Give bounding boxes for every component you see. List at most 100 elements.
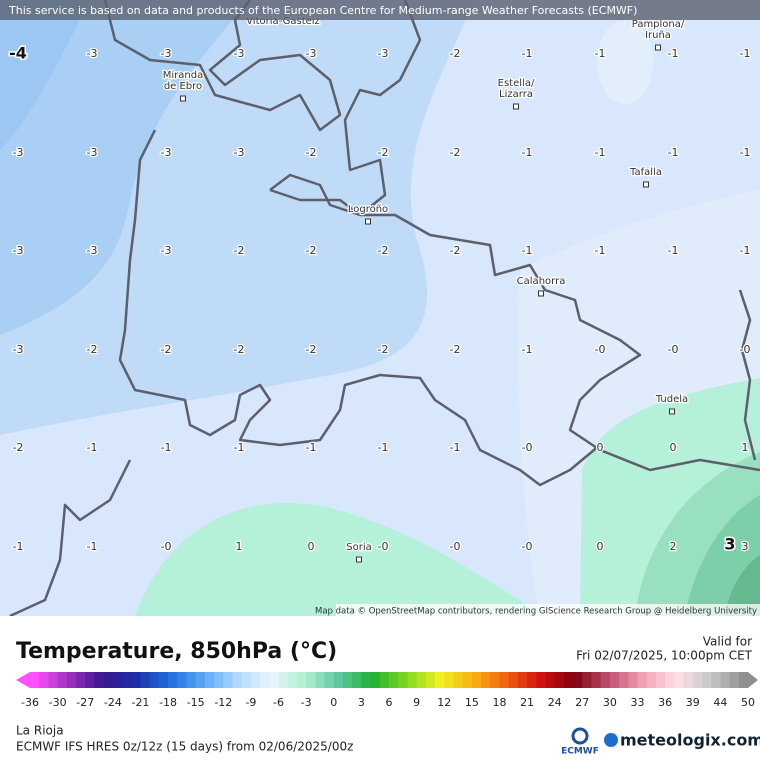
grid-value: -0 xyxy=(161,540,172,553)
grid-value: -0 xyxy=(522,441,533,454)
grid-value: -1 xyxy=(595,146,606,159)
border xyxy=(738,289,757,461)
grid-value: -0 xyxy=(450,540,461,553)
place-label: Calahorra xyxy=(517,276,566,287)
colorbar-segment xyxy=(563,672,574,688)
colorbar-segment xyxy=(720,672,731,688)
colorbar-segment xyxy=(278,672,289,688)
colorbar-segment xyxy=(490,672,500,688)
grid-value: -3 xyxy=(378,47,389,60)
ecmwf-icon xyxy=(571,727,589,745)
colorbar-segment xyxy=(517,672,528,688)
grid-value: -1 xyxy=(522,47,533,60)
colorbar-segment xyxy=(232,672,243,688)
colorbar-segment xyxy=(416,672,427,688)
grid-value: -2 xyxy=(450,244,461,257)
colorbar-segment xyxy=(462,672,473,688)
place-label: Pamplona/ xyxy=(632,19,685,30)
place-label: Tudela xyxy=(655,394,688,405)
grid-value: -1 xyxy=(522,244,533,257)
colorbar-segment xyxy=(149,672,160,688)
colorbar-tick: 18 xyxy=(492,696,506,709)
colorbar-segment xyxy=(287,672,298,688)
grid-value: -2 xyxy=(378,146,389,159)
colorbar-tick: 9 xyxy=(413,696,420,709)
colorbar-tick: -3 xyxy=(301,696,312,709)
grid-value: -1 xyxy=(522,146,533,159)
colorbar-segment xyxy=(223,672,234,688)
colorbar-tick: -12 xyxy=(214,696,232,709)
colorbar-segment xyxy=(389,672,399,688)
grid-value: -3 xyxy=(161,146,172,159)
region: La Rioja xyxy=(16,724,64,738)
colorbar-segment xyxy=(85,672,95,688)
colorbar-segment xyxy=(573,672,583,688)
grid-value: -1 xyxy=(740,146,751,159)
colorbar-tick: -24 xyxy=(104,696,122,709)
colorbar-segment xyxy=(711,672,721,688)
grid-value: -2 xyxy=(161,343,172,356)
colorbar-segment xyxy=(471,672,482,688)
colorbar-segment xyxy=(158,672,169,688)
colorbar-tick: -15 xyxy=(187,696,205,709)
colorbar-tick: 21 xyxy=(520,696,534,709)
colorbar-segment xyxy=(600,672,611,688)
colorbar-tick: -6 xyxy=(273,696,284,709)
grid-value: -1 xyxy=(668,47,679,60)
place-label: Miranda xyxy=(163,70,203,81)
colorbar-arrow xyxy=(16,672,30,688)
colorbar-segment xyxy=(444,672,454,688)
place-marker xyxy=(180,95,186,102)
valid-label: Valid for xyxy=(703,635,752,649)
grid-value: -0 xyxy=(740,343,751,356)
place-marker xyxy=(513,103,519,110)
colorbar-segment xyxy=(536,672,546,688)
colorbar-segment xyxy=(76,672,86,688)
colorbar-tick: -30 xyxy=(49,696,67,709)
colorbar-segment xyxy=(39,672,49,688)
grid-value: -1 xyxy=(740,244,751,257)
colorbar-tick: 0 xyxy=(330,696,337,709)
grid-value: -3 xyxy=(234,146,245,159)
colorbar-segment xyxy=(545,672,556,688)
colorbar-segment xyxy=(435,672,445,688)
colorbar-segment xyxy=(729,672,740,688)
grid-value: -1 xyxy=(378,441,389,454)
meteologix-icon xyxy=(604,733,618,747)
place-label: Lizarra xyxy=(499,89,533,100)
colorbar-segment xyxy=(186,672,197,688)
colorbar-segment xyxy=(619,672,629,688)
colorbar-tick: 50 xyxy=(741,696,755,709)
grid-value: -1 xyxy=(522,343,533,356)
colorbar-tick: 24 xyxy=(548,696,562,709)
grid-value: -1 xyxy=(740,47,751,60)
colorbar-tick: -36 xyxy=(21,696,39,709)
valid-date: Fri 02/07/2025, 10:00pm CET xyxy=(576,649,753,663)
grid-value: -3 xyxy=(87,244,98,257)
colorbar-segment xyxy=(204,672,215,688)
grid-value: -2 xyxy=(378,343,389,356)
credit-bg xyxy=(336,604,760,616)
colorbar-segment xyxy=(554,672,565,688)
grid-value: -2 xyxy=(234,343,245,356)
grid-value: -2 xyxy=(306,343,317,356)
map-credit: Map data © OpenStreetMap contributors, r… xyxy=(315,607,757,617)
colorbar-segment xyxy=(398,672,408,688)
colorbar-tick: 12 xyxy=(437,696,451,709)
grid-value: -3 xyxy=(161,244,172,257)
colorbar-tick: 44 xyxy=(713,696,727,709)
colorbar-segment xyxy=(379,672,390,688)
place-label: Logroño xyxy=(348,204,388,215)
colorbar-segment xyxy=(508,672,519,688)
colorbar-segment xyxy=(296,672,307,688)
colorbar-segment xyxy=(361,672,372,688)
grid-value: -2 xyxy=(450,343,461,356)
colorbar-segment xyxy=(214,672,224,688)
grid-value: 1 xyxy=(236,540,243,553)
colorbar-tick: 36 xyxy=(658,696,672,709)
place-marker xyxy=(643,181,649,188)
grid-value: -2 xyxy=(450,47,461,60)
colorbar-tick: 30 xyxy=(603,696,617,709)
extreme-value: 3 xyxy=(724,535,735,554)
